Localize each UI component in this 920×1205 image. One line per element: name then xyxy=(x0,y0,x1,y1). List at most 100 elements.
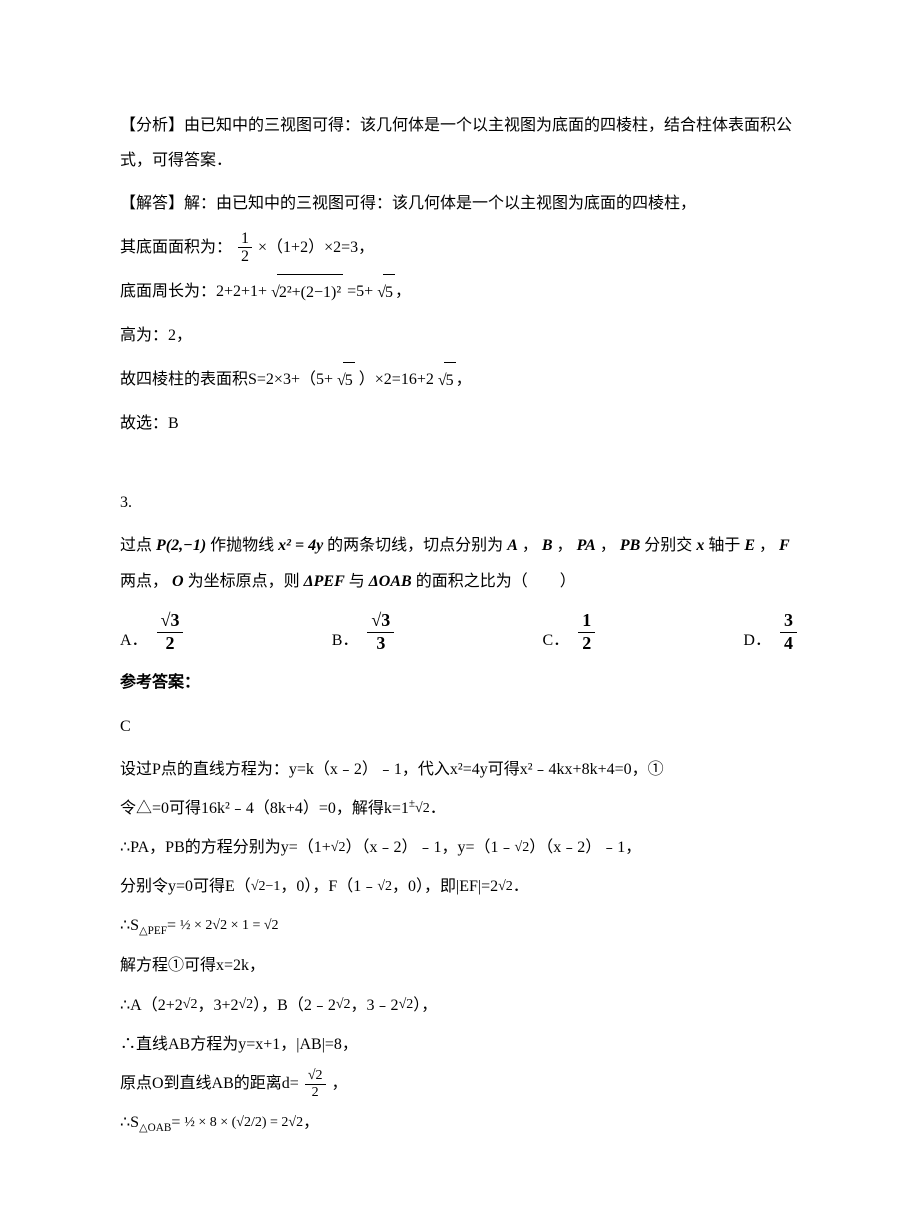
l10-eq: = xyxy=(171,1114,180,1131)
perimeter-end: ， xyxy=(395,283,411,300)
q2-analysis: 【分析】由已知中的三视图可得：该几何体是一个以主视图为底面的四棱柱，结合柱体表面… xyxy=(120,108,800,178)
frac-C-num: 1 xyxy=(578,611,595,633)
sol-l5: ∴S△PEF= ½ × 2√2 × 1 = √2 xyxy=(120,908,800,944)
surface-prefix: 故四棱柱的表面积S=2×3+（5+ xyxy=(120,371,333,388)
option-C: C． 1 2 xyxy=(543,611,599,654)
frac-B-den: 3 xyxy=(367,633,394,654)
analysis-label: 【分析】 xyxy=(120,117,184,134)
frac-C-den: 2 xyxy=(578,633,595,654)
O: O xyxy=(172,573,184,590)
frac-den: 2 xyxy=(238,248,252,266)
perimeter-mid: =5+ xyxy=(347,283,373,300)
perimeter-prefix: 底面周长为：2+2+1+ xyxy=(120,283,267,300)
l7-s2b: √2 xyxy=(238,990,253,1021)
l4-mid1: ，0），F（1﹣ xyxy=(280,878,377,895)
option-B: B． √3 3 xyxy=(332,611,398,654)
l4-mid2: ，0），即|EF|=2 xyxy=(392,878,498,895)
base-area-suffix: ×（1+2）×2=3， xyxy=(258,239,374,256)
frac-num: 1 xyxy=(238,230,252,249)
surface-mid: ）×2= xyxy=(359,371,401,388)
frac-B: √3 3 xyxy=(367,611,394,654)
l7-s2d: √2 xyxy=(399,990,414,1021)
sqrt-body: 5 xyxy=(383,274,395,310)
sol-l3: ∴PA，PB的方程分别为y=（1+√2）（x﹣2）﹣1，y=（1﹣√2）（x﹣2… xyxy=(120,830,800,865)
l4-sqrt2b: √2 xyxy=(498,872,513,903)
parabola-eq: x² = 4y xyxy=(278,537,323,554)
E: E xyxy=(744,537,755,554)
l9-end: ， xyxy=(332,1075,348,1092)
frac-A: √3 2 xyxy=(157,611,184,654)
q3-options: A． √3 2 B． √3 3 C． 1 2 D． 3 4 xyxy=(120,611,800,654)
opt-label-D: D． xyxy=(743,628,771,654)
sol-l1: 设过P点的直线方程为：y=k（x﹣2）﹣1，代入x²=4y可得x²﹣4kx+8k… xyxy=(120,752,800,787)
l7-mid3: ，3﹣2 xyxy=(351,997,399,1014)
F: F xyxy=(779,537,790,554)
solution-label: 【解答】 xyxy=(120,195,184,212)
l3-sqrt2a: √2 xyxy=(331,833,346,864)
sol-l6: 解方程①可得x=2k， xyxy=(120,948,800,983)
stem-mid7: 与 xyxy=(349,573,365,590)
l10-end: ， xyxy=(303,1114,319,1131)
frac-C: 1 2 xyxy=(578,611,595,654)
c1: ， xyxy=(522,537,538,554)
l2-prefix: 令△=0可得16k²﹣4（8k+4）=0，解得k=1 xyxy=(120,800,409,817)
sqrt-5b: √5 xyxy=(438,362,456,398)
opt-label-A: A． xyxy=(120,628,148,654)
opt-label-B: B． xyxy=(332,628,359,654)
c2: ， xyxy=(557,537,573,554)
base-area-prefix: 其底面面积为： xyxy=(120,239,232,256)
stem-mid1: 作抛物线 xyxy=(210,537,274,554)
c3: ， xyxy=(600,537,616,554)
l3-sqrt2b: √2 xyxy=(515,833,530,864)
point-P: P(2,−1) xyxy=(156,537,206,554)
stem-mid3: 分别交 xyxy=(644,537,692,554)
q2-solution-intro: 【解答】解：由已知中的三视图可得：该几何体是一个以主视图为底面的四棱柱， xyxy=(120,186,800,221)
l7-end: ）， xyxy=(413,997,437,1014)
PA: PA xyxy=(577,537,596,554)
surface-end: ， xyxy=(456,371,472,388)
q2-height: 高为：2， xyxy=(120,318,800,353)
analysis-text: 由已知中的三视图可得：该几何体是一个以主视图为底面的四棱柱，结合柱体表面积公式，… xyxy=(120,117,792,169)
l10-sub: △OAB xyxy=(139,1122,171,1134)
sqrt-expr: √2²+(2−1)² xyxy=(271,274,343,310)
frac-A-den: 2 xyxy=(157,633,184,654)
l5-sub: △PEF xyxy=(139,926,167,938)
l4-end: ． xyxy=(513,878,529,895)
stem-mid2: 的两条切线，切点分别为 xyxy=(327,537,503,554)
q2-conclusion: 故选：B xyxy=(120,406,800,441)
sqrt-body: 5 xyxy=(444,362,456,398)
sqrt-body: 2²+(2−1)² xyxy=(277,274,343,310)
stem-prefix: 过点 xyxy=(120,537,152,554)
option-D: D． 3 4 xyxy=(743,611,800,654)
sqrt-body: 5 xyxy=(343,362,355,398)
l3-prefix: ∴PA，PB的方程分别为y=（1+ xyxy=(120,839,331,856)
frac-D-num: 3 xyxy=(780,611,797,633)
l2-sqrt2: √2 xyxy=(415,794,430,825)
stem-end: 的面积之比为（ ） xyxy=(416,573,576,590)
section-gap xyxy=(120,449,800,477)
sol-l8: ∴直线AB方程为y=x+1，|AB|=8， xyxy=(120,1027,800,1062)
option-A: A． √3 2 xyxy=(120,611,186,654)
l7-s2c: √2 xyxy=(336,990,351,1021)
l9-num: √2 xyxy=(305,1068,326,1084)
sqrt-5a: √5 xyxy=(337,362,355,398)
stem-mid4: 轴于 xyxy=(708,537,740,554)
sol-l7: ∴A（2+2√2，3+2√2），B（2﹣2√2，3﹣2√2）， xyxy=(120,988,800,1023)
c4: ， xyxy=(759,537,775,554)
frac-A-num: √3 xyxy=(157,611,184,633)
sol-l4: 分别令y=0可得E（√2−1，0），F（1﹣√2，0），即|EF|=2√2． xyxy=(120,869,800,904)
l7-s2a: √2 xyxy=(183,990,198,1021)
q3-number: 3. xyxy=(120,485,800,520)
l9-prefix: 原点O到直线AB的距离d= xyxy=(120,1075,299,1092)
l9-frac: √2 2 xyxy=(305,1068,326,1100)
B: B xyxy=(542,537,553,554)
l5-eq: = xyxy=(167,917,176,934)
l4-sqrt2: √2 xyxy=(377,872,392,903)
l5-formula: ½ × 2√2 × 1 = √2 xyxy=(180,911,279,942)
q3-stem: 过点 P(2,−1) 作抛物线 x² = 4y 的两条切线，切点分别为 A ， … xyxy=(120,528,800,598)
sqrt-5: √5 xyxy=(377,274,395,310)
q2-surface: 故四棱柱的表面积S=2×3+（5+ √5 ）×2=16+2 √5 ， xyxy=(120,362,800,398)
sol-l10: ∴S△OAB= ½ × 8 × (√2/2) = 2√2， xyxy=(120,1105,800,1141)
opt-label-C: C． xyxy=(543,628,570,654)
l4-expr1: √2−1 xyxy=(251,872,281,903)
